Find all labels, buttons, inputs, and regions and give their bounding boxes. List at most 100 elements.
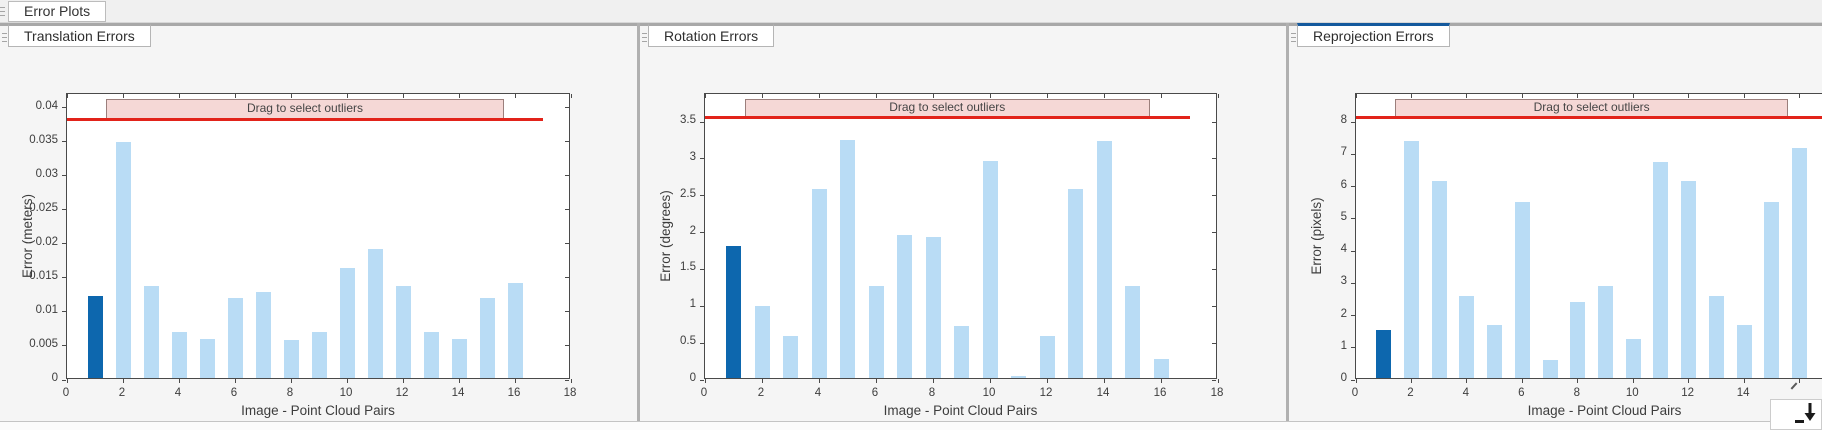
tab-rotation-errors[interactable]: Rotation Errors xyxy=(648,23,775,47)
bar-pair-6[interactable] xyxy=(227,298,243,378)
x-tick-label: 0 xyxy=(700,387,708,399)
bar-pair-12[interactable] xyxy=(1039,336,1055,378)
y-tick-label: 1 xyxy=(1340,339,1347,352)
bar-pair-16[interactable] xyxy=(1153,358,1169,378)
x-tick-mark-top xyxy=(1521,94,1523,98)
bar-pair-5[interactable] xyxy=(1487,324,1503,378)
y-tick-label: 2.5 xyxy=(680,187,696,200)
x-tick-mark xyxy=(1410,379,1412,383)
y-tick-mark xyxy=(62,379,66,381)
plot-area[interactable]: Drag to select outliers xyxy=(1351,93,1822,383)
tab-error-plots[interactable]: Error Plots xyxy=(8,1,107,22)
y-tick-mark xyxy=(62,107,66,109)
bar-pair-13[interactable] xyxy=(1068,189,1083,378)
y-tick-mark-right xyxy=(565,243,569,245)
bar-pair-5[interactable] xyxy=(199,338,215,378)
x-tick-label: 18 xyxy=(1210,387,1224,399)
bar-pair-10[interactable] xyxy=(339,268,355,378)
bar-pair-13[interactable] xyxy=(423,332,439,378)
bar-pair-16[interactable] xyxy=(1792,147,1808,378)
bar-pair-6[interactable] xyxy=(1514,202,1530,378)
bar-pair-11[interactable] xyxy=(1653,162,1669,378)
bar-pair-1[interactable] xyxy=(726,246,741,378)
bar-pair-5[interactable] xyxy=(840,139,855,378)
x-tick-label: 14 xyxy=(451,387,465,399)
bar-pair-1[interactable] xyxy=(87,295,103,378)
bar-pair-1[interactable] xyxy=(1376,329,1392,378)
x-tick-mark-top xyxy=(704,94,706,98)
x-tick-mark-top xyxy=(1410,94,1412,98)
outlier-selection-band[interactable]: Drag to select outliers xyxy=(1394,99,1789,117)
bar-pair-10[interactable] xyxy=(982,160,998,378)
bar-pair-11[interactable] xyxy=(1011,375,1026,378)
x-tick-mark-top xyxy=(514,94,516,98)
bar-pair-14[interactable] xyxy=(1736,324,1752,378)
bar-pair-15[interactable] xyxy=(1764,202,1780,378)
bar-pair-7[interactable] xyxy=(897,235,912,378)
x-tick-mark xyxy=(1103,379,1105,383)
bar-pair-3[interactable] xyxy=(783,336,798,378)
bar-pair-15[interactable] xyxy=(1125,285,1140,378)
bar-pair-8[interactable] xyxy=(925,237,941,378)
panel-top-stripe xyxy=(640,23,1286,26)
bar-pair-2[interactable] xyxy=(754,305,770,378)
bar-pair-11[interactable] xyxy=(367,249,383,378)
bar-pair-3[interactable] xyxy=(1431,181,1447,378)
y-tick-label: 7 xyxy=(1340,146,1347,159)
panel-divider[interactable] xyxy=(637,23,640,421)
y-tick-label: 6 xyxy=(1340,178,1347,191)
plot-area[interactable]: Drag to select outliers xyxy=(700,93,1219,383)
plot-area[interactable]: Drag to select outliers xyxy=(62,93,572,383)
bar-pair-3[interactable] xyxy=(143,286,159,378)
x-tick-label: 10 xyxy=(1625,387,1639,399)
bar-pair-10[interactable] xyxy=(1625,339,1641,378)
bar-pair-4[interactable] xyxy=(1459,295,1475,378)
drag-grip-icon[interactable] xyxy=(642,33,647,43)
bar-pair-9[interactable] xyxy=(954,325,969,378)
bar-pair-8[interactable] xyxy=(283,339,299,378)
outlier-selection-band[interactable]: Drag to select outliers xyxy=(744,99,1150,117)
x-tick-label: 4 xyxy=(814,387,822,399)
x-tick-mark-top xyxy=(1466,94,1468,98)
bar-pair-15[interactable] xyxy=(479,298,495,378)
bar-pair-2[interactable] xyxy=(115,141,131,378)
x-tick-mark xyxy=(818,379,820,383)
outlier-selection-band[interactable]: Drag to select outliers xyxy=(106,99,504,119)
bar-pair-9[interactable] xyxy=(311,331,327,378)
y-tick-label: 0.005 xyxy=(29,337,58,350)
y-tick-label: 0 xyxy=(689,372,696,384)
bar-pair-12[interactable] xyxy=(1681,181,1697,378)
panel-top-stripe xyxy=(1289,23,1822,26)
bar-pair-13[interactable] xyxy=(1708,295,1724,378)
y-tick-mark xyxy=(62,311,66,313)
bar-pair-8[interactable] xyxy=(1570,302,1586,378)
bar-pair-9[interactable] xyxy=(1598,286,1613,378)
panel-divider[interactable] xyxy=(1286,23,1289,421)
drag-grip-icon[interactable] xyxy=(0,7,5,17)
x-tick-label: 12 xyxy=(1681,387,1695,399)
bar-pair-14[interactable] xyxy=(451,338,467,378)
bar-pair-16[interactable] xyxy=(507,282,523,378)
bar-pair-2[interactable] xyxy=(1403,141,1419,378)
tab-reprojection-errors[interactable]: Reprojection Errors xyxy=(1297,23,1450,47)
x-axis-label: Image - Point Cloud Pairs xyxy=(1527,403,1682,418)
bar-pair-14[interactable] xyxy=(1096,140,1112,378)
x-tick-mark xyxy=(1355,379,1357,383)
y-tick-mark-right xyxy=(1212,305,1216,307)
drag-grip-icon[interactable] xyxy=(1291,33,1296,43)
x-tick-label: 2 xyxy=(757,387,765,399)
bar-pair-4[interactable] xyxy=(171,332,187,378)
bar-pair-12[interactable] xyxy=(395,286,411,378)
bar-pair-4[interactable] xyxy=(811,189,827,378)
drag-grip-icon[interactable] xyxy=(2,33,7,43)
bar-pair-6[interactable] xyxy=(868,285,884,378)
y-tick-label: 0.02 xyxy=(35,235,58,248)
x-tick-mark-top xyxy=(818,94,820,98)
bar-pair-7[interactable] xyxy=(1542,360,1558,378)
x-tick-label: 12 xyxy=(395,387,409,399)
x-tick-mark-top xyxy=(1743,94,1745,98)
bar-pair-7[interactable] xyxy=(255,291,271,378)
outlier-threshold-line xyxy=(1356,116,1822,120)
dock-down-arrow-button[interactable] xyxy=(1770,399,1822,430)
tab-translation-errors[interactable]: Translation Errors xyxy=(8,23,151,47)
